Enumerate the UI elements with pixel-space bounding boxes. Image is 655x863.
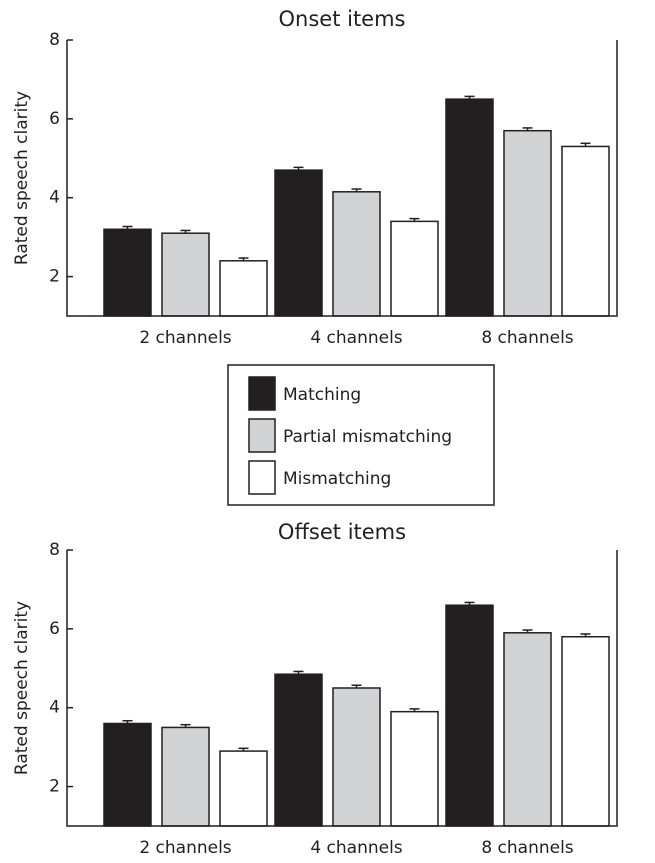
y-tick-label: 6 xyxy=(49,619,60,639)
chart-title: Offset items xyxy=(278,520,406,544)
y-tick-label: 4 xyxy=(49,698,60,718)
bar xyxy=(503,632,552,827)
legend-swatch xyxy=(248,376,276,411)
axis-frame xyxy=(66,40,618,317)
bar xyxy=(161,726,210,827)
x-tick-label: 2 channels xyxy=(139,328,231,348)
bar xyxy=(561,635,610,827)
bar xyxy=(390,710,439,827)
legend-label: Mismatching xyxy=(283,469,391,489)
bar xyxy=(103,722,152,827)
bar xyxy=(219,260,268,317)
bar xyxy=(503,129,552,317)
y-axis-label: Rated speech clarity xyxy=(12,91,32,265)
y-tick-label: 8 xyxy=(49,540,60,560)
y-axis-label: Rated speech clarity xyxy=(12,601,32,775)
bar xyxy=(445,98,494,317)
x-tick-label: 2 channels xyxy=(139,838,231,858)
legend-label: Partial mismatching xyxy=(283,427,452,447)
bar xyxy=(274,169,323,317)
chart-title: Onset items xyxy=(279,7,406,31)
axis-frame xyxy=(66,550,618,827)
x-tick-label: 4 channels xyxy=(310,328,402,348)
bar xyxy=(445,604,494,827)
y-tick-label: 2 xyxy=(49,777,60,797)
bar xyxy=(274,673,323,827)
bar xyxy=(161,232,210,317)
legend-label: Matching xyxy=(283,385,361,405)
y-tick-label: 4 xyxy=(49,188,60,208)
bar xyxy=(219,750,268,827)
bar xyxy=(561,145,610,317)
bar xyxy=(332,191,381,317)
y-tick-label: 6 xyxy=(49,109,60,129)
x-tick-label: 4 channels xyxy=(310,838,402,858)
x-tick-label: 8 channels xyxy=(481,328,573,348)
legend-swatch xyxy=(248,418,276,453)
x-tick-label: 8 channels xyxy=(481,838,573,858)
bar xyxy=(332,687,381,827)
y-tick-label: 8 xyxy=(49,30,60,50)
legend-swatch xyxy=(248,460,276,495)
y-tick-label: 2 xyxy=(49,267,60,287)
bar xyxy=(103,228,152,317)
bar xyxy=(390,220,439,317)
